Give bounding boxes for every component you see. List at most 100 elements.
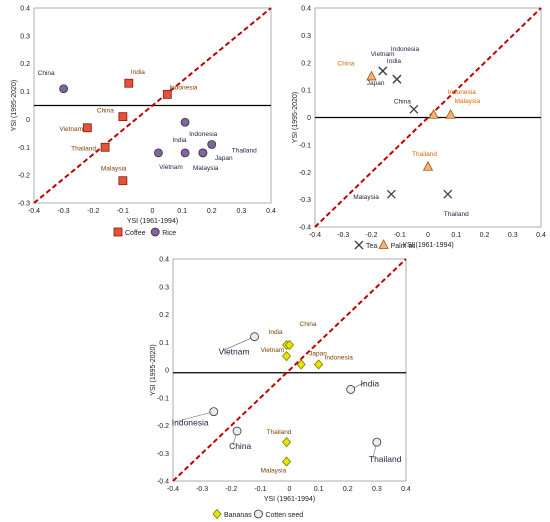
x-tick-label: 0.1 (177, 208, 187, 215)
y-tick-label: 0.1 (159, 340, 169, 347)
data-label-india: India (269, 329, 283, 336)
data-label-china: China (300, 321, 317, 328)
data-point-japan (296, 359, 306, 370)
y-tick-label: 0 (26, 117, 30, 124)
data-label-malaysia: Malaysia (261, 468, 287, 475)
data-point-vietnam (282, 351, 292, 362)
legend-marker-coffee (113, 227, 123, 237)
legend-label: Coffee (125, 230, 146, 237)
data-label-thailand: Thailand (444, 211, 469, 218)
data-point-malaysia (386, 189, 396, 199)
data-point-china (366, 70, 377, 81)
data-label-japan: Japan (215, 155, 233, 162)
data-label-indonesia: Indonesia (391, 46, 420, 53)
data-label-india: India (361, 378, 380, 388)
series-cotten-seed: Vietnam Indonesia China India Thailand (172, 332, 402, 464)
x-tick-label: 0.4 (266, 208, 276, 215)
data-label-thailand: Thailand (267, 429, 292, 436)
y-tick-label: -0.1 (299, 142, 311, 149)
x-tick-label: -0.1 (117, 208, 129, 215)
data-point-china (59, 84, 69, 94)
y-tick-label: 0.1 (301, 88, 311, 95)
data-point-indonesia (180, 117, 190, 127)
data-label-indonesia: Indonesia (172, 418, 209, 428)
legend-label: Bananas (224, 512, 252, 519)
y-tick-label: -0.2 (299, 170, 311, 177)
y-tick-label: 0.2 (159, 312, 169, 319)
legend: Bananas Cotten seed (212, 508, 303, 520)
data-point-china (232, 426, 242, 436)
data-label-japan: Japan (309, 350, 327, 357)
legend-label: Rice (162, 230, 176, 237)
y-tick-label: 0.3 (20, 33, 30, 40)
y-axis-title: YSI (1995-2020) (150, 344, 157, 395)
data-label-china: China (97, 108, 114, 115)
data-label-india: India (131, 69, 145, 76)
x-tick-label: 0.4 (401, 486, 410, 493)
x-tick-label: 0.1 (314, 486, 324, 493)
legend-label: Tea (366, 243, 377, 250)
x-tick-label: 0 (426, 232, 430, 239)
x-tick-label: -0.4 (167, 486, 179, 493)
data-label-indonesia: Indonesia (189, 131, 218, 138)
x-tick-label: 0 (151, 208, 155, 215)
series-palm-oil: China Indonesia Malaysia Thailand (338, 60, 481, 171)
y-tick-label: 0.4 (20, 6, 30, 13)
legend-marker-tea (354, 240, 364, 250)
data-label-japan: Japan (367, 80, 385, 87)
data-label-malaysia: Malaysia (101, 166, 127, 173)
legend-marker-palm-oil (378, 239, 389, 249)
x-tick-label: 0.2 (480, 232, 490, 239)
data-point-china (284, 339, 295, 351)
data-point-thailand (207, 140, 217, 149)
legend-marker-rice (150, 227, 160, 237)
data-label-vietnam: Vietnam (261, 347, 285, 354)
legend: Coffee Rice (113, 227, 176, 237)
data-point-thailand (422, 160, 434, 171)
chart-bananas-cotton-seed: -0.4 -0.3 -0.2 -0.1 0 0.1 0.2 0.3 0.4 -0.4 -0.3 -0.… (140, 255, 410, 522)
x-tick-label: 0.3 (372, 486, 382, 493)
data-point-indonesia (209, 407, 219, 417)
chart-bananas-cotton-seed-svg: -0.4 -0.3 -0.2 -0.1 0 0.1 0.2 0.3 0.4 -0.4 -0.3 -0.… (150, 257, 410, 520)
x-tick-label: -0.3 (337, 232, 349, 239)
data-point-indonesia (314, 359, 324, 370)
y-axis-title: YSI (1995-2020) (292, 92, 299, 143)
data-label-vietnam: Vietnam (371, 51, 395, 58)
data-label-china: China (229, 441, 251, 451)
x-tick-label: -0.2 (225, 486, 237, 493)
plot-area (172, 258, 407, 482)
y-tick-label: -0.3 (18, 201, 30, 208)
y-tick-label: 0.3 (301, 33, 311, 40)
data-label-indonesia: Indonesia (169, 84, 198, 91)
data-point-china (118, 112, 128, 122)
y-tick-label: 0.1 (20, 89, 30, 96)
x-tick-label: 0 (288, 486, 292, 493)
chart-tea-palm-oil-svg: -0.4 -0.3 -0.2 -0.1 0 0.1 0.2 0.3 0.4 -0.4 -0.3 -0.… (292, 6, 546, 251)
data-point-japan (198, 148, 208, 158)
data-point-thailand (100, 142, 110, 152)
data-point-thailand (372, 437, 382, 447)
y-tick-label: 0.2 (301, 60, 311, 67)
data-label-malaysia: Malaysia (193, 165, 219, 172)
x-tick-label: -0.1 (254, 486, 266, 493)
y-axis-title: YSI (1995-2020) (11, 80, 18, 131)
x-tick-label: 0.3 (508, 232, 518, 239)
legend-marker-cotten-seed (254, 509, 263, 519)
data-point-malaysia (445, 108, 456, 119)
data-point-indonesia (162, 89, 172, 99)
data-label-china: China (38, 70, 55, 77)
x-tick-label: 0.4 (536, 232, 546, 239)
data-label-vietnam: Vietnam (159, 164, 183, 171)
data-label-vietnam: Vietnam (219, 347, 250, 357)
y-tick-label: 0 (165, 368, 169, 375)
y-tick-label: -0.1 (157, 395, 169, 402)
chart-coffee-rice-svg: -0.4 -0.3 -0.2 -0.1 0 0.1 0.2 0.3 0.4-0.3-0.2-0.… (11, 6, 276, 238)
data-label-thailand: Thailand (369, 454, 402, 464)
y-tick-label: 0.4 (159, 257, 169, 264)
y-tick-label: -0.4 (157, 479, 169, 486)
diagonal-line (172, 258, 407, 482)
data-point-vietnam (82, 123, 92, 133)
chart-tea-palm-oil: -0.4 -0.3 -0.2 -0.1 0 0.1 0.2 0.3 0.4 -0.4 -0.3 -0.… (277, 0, 550, 251)
y-tick-label: -0.2 (18, 173, 30, 180)
legend-marker-bananas (212, 508, 222, 520)
